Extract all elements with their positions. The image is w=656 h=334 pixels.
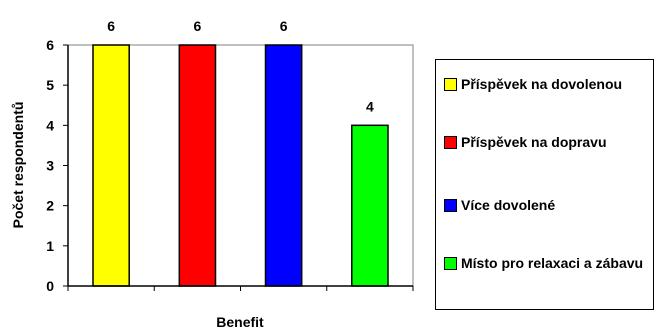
- legend-label: Příspěvek na dovolenou: [461, 76, 623, 92]
- bar-0: [92, 44, 130, 287]
- legend-label: Místo pro relaxaci a zábavu: [461, 255, 644, 271]
- legend-item-misto-pro-relaxaci: Místo pro relaxaci a zábavu: [444, 253, 651, 274]
- y-tick-label-1: 1: [46, 238, 54, 254]
- legend-item-prispevek-na-dopravu: Příspěvek na dopravu: [444, 132, 651, 153]
- bar-3: [351, 124, 389, 287]
- y-tick-label-3: 3: [46, 158, 54, 174]
- legend-swatch-blue: [444, 199, 457, 212]
- data-label-2: 6: [280, 18, 288, 34]
- y-tick-label-2: 2: [46, 198, 54, 214]
- y-tick-label-0: 0: [46, 278, 54, 294]
- legend-swatch-yellow: [444, 78, 457, 91]
- y-tick-label-6: 6: [46, 37, 54, 53]
- y-axis-title: Počet respondentů: [10, 102, 26, 229]
- legend-item-prispevek-na-dovolenou: Příspěvek na dovolenou: [444, 74, 651, 95]
- bar-2: [264, 44, 303, 287]
- bar-chart: 6 6 6 4 0 1 2 3 4 5 6 Počet respondentů Benefit: [10, 18, 414, 330]
- bar-1: [178, 44, 217, 287]
- legend-swatch-green: [444, 257, 457, 270]
- data-label-3: 4: [366, 98, 374, 114]
- data-label-0: 6: [107, 18, 115, 34]
- legend-swatch-red: [444, 136, 457, 149]
- data-label-1: 6: [194, 18, 202, 34]
- x-axis-title: Benefit: [216, 314, 264, 330]
- y-tick-label-5: 5: [46, 77, 54, 93]
- legend-item-vice-dovolene: Více dovolené: [444, 195, 651, 216]
- legend-label: Příspěvek na dopravu: [461, 134, 607, 150]
- y-tick-label-4: 4: [46, 117, 54, 133]
- legend: Příspěvek na dovolenou Příspěvek na dopr…: [435, 59, 654, 310]
- legend-label: Více dovolené: [461, 197, 556, 213]
